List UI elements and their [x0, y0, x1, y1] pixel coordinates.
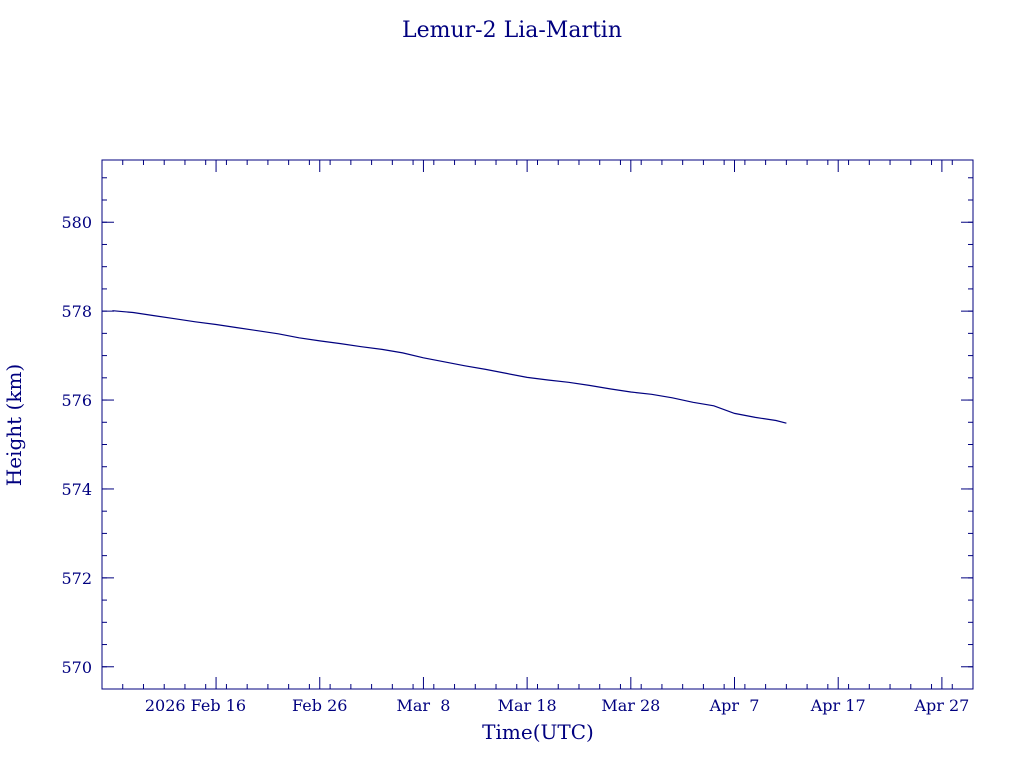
x-tick-label: Apr 7 — [709, 696, 760, 715]
y-tick-label: 570 — [61, 658, 92, 677]
y-tick-label: 578 — [61, 302, 92, 321]
y-tick-label: 572 — [61, 569, 92, 588]
y-axis-label: Height (km) — [2, 364, 26, 486]
y-tick-label: 574 — [61, 480, 92, 499]
x-tick-label: Mar 28 — [601, 696, 660, 715]
x-tick-label: Apr 17 — [810, 696, 866, 715]
x-tick-label: Apr 27 — [913, 696, 969, 715]
x-tick-label: Mar 8 — [396, 696, 450, 715]
chart-title: Lemur-2 Lia-Martin — [402, 18, 622, 43]
y-axis-ticks: 570 572 574 576 578 580 — [61, 213, 973, 677]
x-axis-ticks: 2026 Feb 16 Feb 26 Mar 8 Mar 18 Mar 28 Apr 7 A… — [145, 160, 969, 715]
x-axis-label: Time(UTC) — [482, 720, 594, 744]
y-tick-label: 576 — [61, 391, 92, 410]
minor-ticks — [101, 160, 974, 690]
x-tick-label: Mar 18 — [498, 696, 557, 715]
y-tick-label: 580 — [61, 213, 92, 232]
x-tick-label: 2026 Feb 16 — [145, 696, 246, 715]
height-series-line — [112, 310, 787, 424]
plot-frame — [101, 159, 974, 690]
x-tick-label: Feb 26 — [292, 696, 347, 715]
